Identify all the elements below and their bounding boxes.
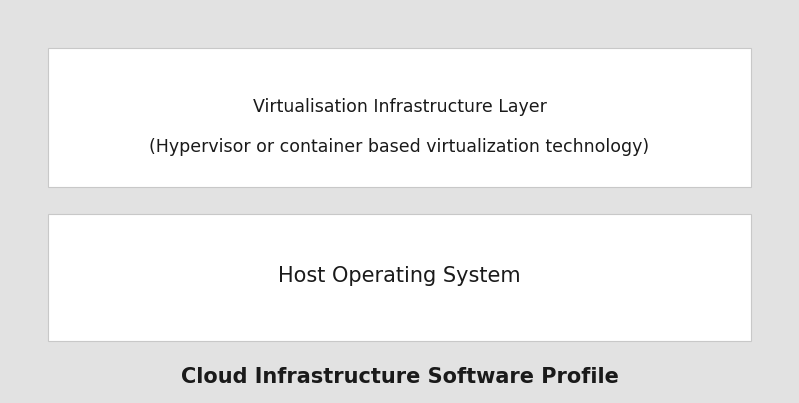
Text: Cloud Infrastructure Software Profile: Cloud Infrastructure Software Profile xyxy=(181,367,618,387)
Text: Host Operating System: Host Operating System xyxy=(278,266,521,286)
FancyBboxPatch shape xyxy=(48,214,751,341)
Text: (Hypervisor or container based virtualization technology): (Hypervisor or container based virtualiz… xyxy=(149,138,650,156)
FancyBboxPatch shape xyxy=(48,48,751,187)
Text: Virtualisation Infrastructure Layer: Virtualisation Infrastructure Layer xyxy=(252,98,547,116)
